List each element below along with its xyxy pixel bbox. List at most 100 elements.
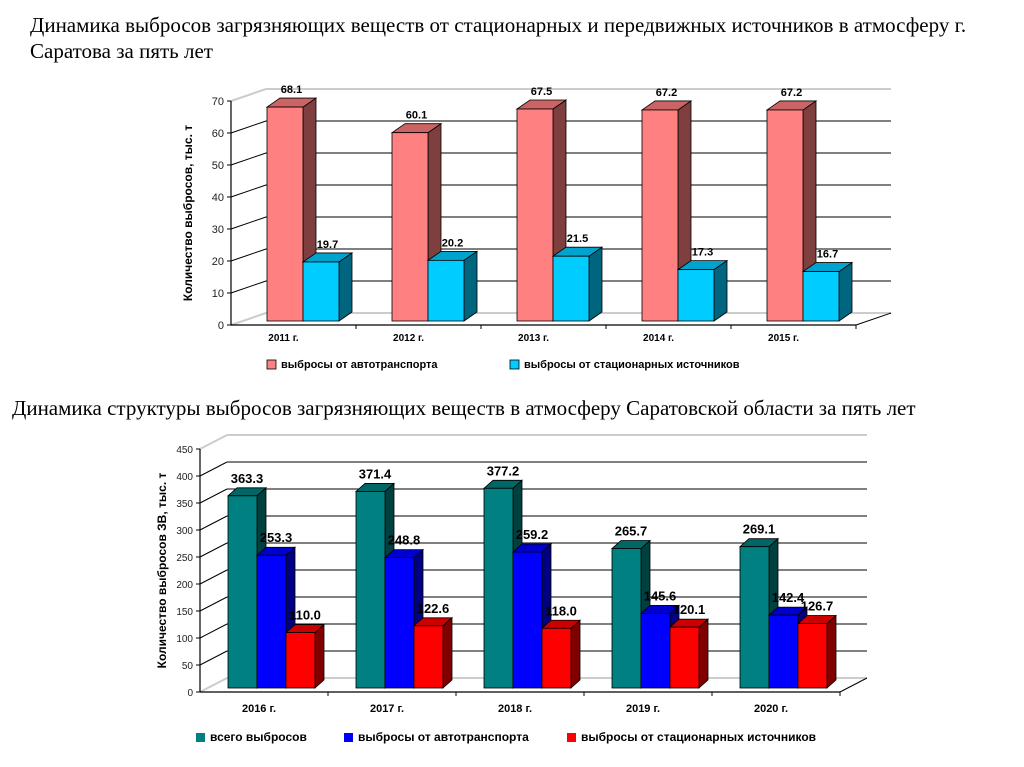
- y-tick-label: 10: [212, 288, 224, 300]
- side-wall-gridline: [199, 461, 228, 477]
- side-wall-gridline: [199, 650, 228, 666]
- y-tick-label: 60: [212, 128, 224, 140]
- y-tick-label: 50: [212, 160, 224, 172]
- data-label: 68.1: [281, 84, 302, 96]
- bar-front-face: [611, 548, 642, 689]
- x-tick-label: 2018 г.: [498, 703, 532, 715]
- legend-swatch: [567, 733, 576, 742]
- data-label: 126.7: [801, 599, 834, 614]
- legend-swatch: [266, 359, 277, 370]
- data-label: 67.2: [656, 87, 677, 99]
- y-tick-label: 20: [212, 256, 224, 268]
- y-tick-label: 350: [176, 499, 193, 510]
- side-wall-gridline: [230, 312, 267, 326]
- bar-side-face: [570, 619, 581, 689]
- y-tick-label: 450: [176, 445, 193, 456]
- side-wall-gridline: [199, 542, 228, 558]
- floor-edge: [839, 677, 868, 693]
- bar-side-face: [314, 623, 325, 689]
- bar-front-face: [355, 491, 386, 689]
- bar-side-face: [826, 614, 837, 689]
- data-label: 259.2: [516, 527, 549, 542]
- bar-side-face: [442, 616, 453, 689]
- bar-front-face: [391, 132, 429, 322]
- bar-front-face: [227, 495, 258, 689]
- data-label: 122.6: [417, 601, 450, 616]
- legend-label: выбросы от автотранспорта: [358, 730, 529, 744]
- data-label: 16.7: [817, 249, 838, 261]
- y-tick-label: 100: [176, 634, 193, 645]
- data-label: 145.6: [644, 588, 677, 603]
- legend-label: выбросы от стационарных источников: [524, 359, 740, 371]
- bar-2-2011г: 19.7: [301, 239, 354, 322]
- bar-front-face: [512, 551, 543, 689]
- side-wall-gridline: [230, 280, 267, 294]
- legend-label: выбросы от автотранспорта: [281, 359, 438, 371]
- data-label: 265.7: [615, 524, 648, 539]
- data-label: 19.7: [317, 239, 338, 251]
- bar-front-face: [552, 255, 590, 322]
- x-tick-label: 2012 г.: [393, 333, 424, 344]
- side-wall-gridline: [230, 88, 267, 102]
- bar-front-face: [516, 108, 554, 322]
- data-label: 363.3: [231, 471, 264, 486]
- bar-front-face: [285, 632, 316, 689]
- bar-3-2017г: 122.6: [412, 601, 454, 689]
- bar-3-2020г: 126.7: [796, 599, 838, 689]
- side-wall-gridline: [199, 569, 228, 585]
- y-tick-label: 30: [212, 224, 224, 236]
- side-wall-gridline: [199, 677, 228, 693]
- data-label: 377.2: [487, 463, 520, 478]
- data-label: 269.1: [743, 522, 776, 537]
- bar-front-face: [797, 623, 828, 689]
- y-tick-label: 200: [176, 580, 193, 591]
- x-tick-label: 2011 г.: [268, 333, 299, 344]
- chart1-title: Динамика выбросов загрязняющих веществ о…: [30, 13, 967, 63]
- x-tick-label: 2014 г.: [643, 333, 674, 344]
- data-label: 67.2: [781, 87, 802, 99]
- bar-3-2016г: 110.0: [284, 608, 326, 689]
- bar-front-face: [483, 487, 514, 689]
- data-label: 110.0: [289, 608, 321, 623]
- side-wall-gridline: [199, 515, 228, 531]
- chart2-title: Динамика структуры выбросов загрязняющих…: [12, 396, 916, 420]
- y-tick-label: 70: [212, 96, 224, 108]
- bar-front-face: [641, 109, 679, 322]
- floor-edge: [855, 312, 892, 326]
- legend-swatch: [344, 733, 353, 742]
- bar-front-face: [677, 269, 715, 322]
- x-tick-label: 2015 г.: [768, 333, 799, 344]
- legend-label: всего выбросов: [210, 730, 307, 744]
- data-label: 142.4: [772, 590, 805, 605]
- bar-2-2018г: 259.2: [511, 527, 553, 689]
- bar-2-2017г: 248.8: [383, 533, 425, 689]
- bar-2-2014г: 17.3: [676, 247, 729, 322]
- data-label: 120.1: [673, 602, 706, 617]
- legend-swatch: [509, 359, 520, 370]
- bar-front-face: [640, 612, 671, 689]
- data-label: 67.5: [531, 86, 552, 98]
- bar-front-face: [413, 625, 444, 689]
- data-label: 60.1: [406, 110, 427, 122]
- bar-side-face: [698, 618, 709, 689]
- bar-front-face: [802, 271, 840, 322]
- y-tick-label: 0: [218, 320, 224, 332]
- x-tick-label: 2017 г.: [370, 703, 404, 715]
- side-wall-gridline: [230, 120, 267, 134]
- bar-2-2012г: 20.2: [426, 237, 479, 322]
- bar-1-2017г: 371.4: [354, 466, 396, 689]
- y-tick-label: 0: [187, 688, 193, 699]
- side-wall-gridline: [199, 488, 228, 504]
- side-wall-gridline: [199, 596, 228, 612]
- x-tick-label: 2020 г.: [754, 703, 788, 715]
- side-wall-gridline: [230, 184, 267, 198]
- data-label: 20.2: [442, 237, 463, 249]
- y-tick-label: 150: [176, 607, 193, 618]
- bar-2-2020г: 142.4: [767, 590, 809, 689]
- data-label: 253.3: [260, 530, 293, 545]
- legend-label: выбросы от стационарных источников: [581, 730, 816, 744]
- y-tick-label: 40: [212, 192, 224, 204]
- side-wall-gridline: [230, 152, 267, 166]
- y-axis-title: Количество выбросов ЗВ, тыс. т: [155, 473, 169, 669]
- side-wall-gridline: [199, 434, 228, 450]
